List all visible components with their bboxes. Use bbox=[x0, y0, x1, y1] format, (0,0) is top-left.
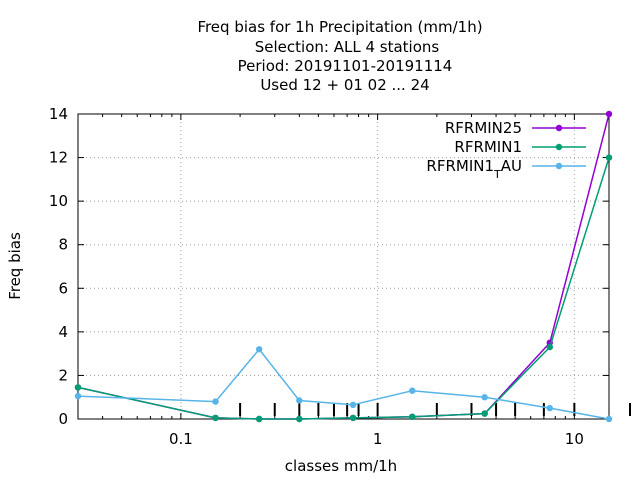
series-2-point-0 bbox=[74, 392, 82, 400]
series-1-point-3 bbox=[296, 415, 303, 423]
series-2-point-6 bbox=[481, 394, 488, 401]
chart-title: Freq bias for 1h Precipitation (mm/1h) S… bbox=[197, 18, 482, 94]
series-line-0 bbox=[77, 113, 610, 420]
series-line-1 bbox=[77, 157, 610, 420]
legend-marker-1 bbox=[555, 143, 563, 151]
x-tick-label-1: 1 bbox=[373, 430, 383, 448]
plot-frame bbox=[77, 113, 610, 420]
series-2-point-8 bbox=[605, 415, 613, 423]
axes: 0 2 4 6 8 10 12 14 0.1 1 10 bbox=[49, 105, 610, 448]
series-1-point-4 bbox=[349, 414, 357, 422]
series-2-point-7 bbox=[546, 404, 553, 412]
y-tick-label-6: 12 bbox=[49, 149, 68, 167]
grid bbox=[78, 114, 609, 419]
series-1-point-8 bbox=[605, 154, 613, 161]
y-tick-label-7: 14 bbox=[49, 105, 68, 123]
y-axis-label: Freq bias bbox=[6, 232, 24, 300]
series-2-point-4 bbox=[349, 401, 357, 409]
x-tick-label-2: 10 bbox=[565, 430, 584, 448]
y-tick-label-1: 2 bbox=[58, 366, 68, 384]
series-1-point-1 bbox=[212, 414, 219, 422]
series-1-point-6 bbox=[481, 410, 488, 417]
title-line-3: Period: 20191101-20191114 bbox=[238, 57, 453, 75]
legend-label-1: RFRMIN1 bbox=[454, 138, 522, 156]
y-tick-label-4: 8 bbox=[58, 236, 68, 254]
class-markers bbox=[239, 403, 631, 416]
legend-marker-2 bbox=[555, 162, 563, 170]
series-2-point-1 bbox=[212, 398, 219, 405]
title-line-4: Used 12 + 01 02 ... 24 bbox=[260, 76, 429, 94]
legend-label-0: RFRMIN25 bbox=[445, 119, 522, 137]
title-line-1: Freq bias for 1h Precipitation (mm/1h) bbox=[197, 18, 482, 36]
series-1-point-0 bbox=[74, 384, 82, 391]
series-1-point-2 bbox=[255, 415, 263, 423]
series-2-point-3 bbox=[296, 397, 303, 404]
series-1-point-5 bbox=[409, 413, 416, 421]
y-tick-label-3: 6 bbox=[58, 279, 68, 297]
y-tick-label-5: 10 bbox=[49, 192, 68, 210]
y-tick-label-0: 0 bbox=[58, 410, 68, 428]
x-axis-label: classes mm/1h bbox=[285, 457, 397, 475]
series-0-point-8 bbox=[605, 110, 613, 118]
series-1-point-7 bbox=[546, 343, 553, 351]
series bbox=[74, 110, 613, 423]
y-tick-label-2: 4 bbox=[58, 323, 68, 341]
series-2-point-2 bbox=[255, 346, 263, 353]
x-tick-label-0: 0.1 bbox=[169, 430, 193, 448]
title-line-2: Selection: ALL 4 stations bbox=[255, 38, 440, 56]
series-2-point-5 bbox=[409, 387, 416, 394]
legend-marker-0 bbox=[555, 124, 563, 132]
legend-label-2: RFRMIN1TAU bbox=[426, 157, 522, 181]
series-line-2 bbox=[77, 348, 610, 420]
